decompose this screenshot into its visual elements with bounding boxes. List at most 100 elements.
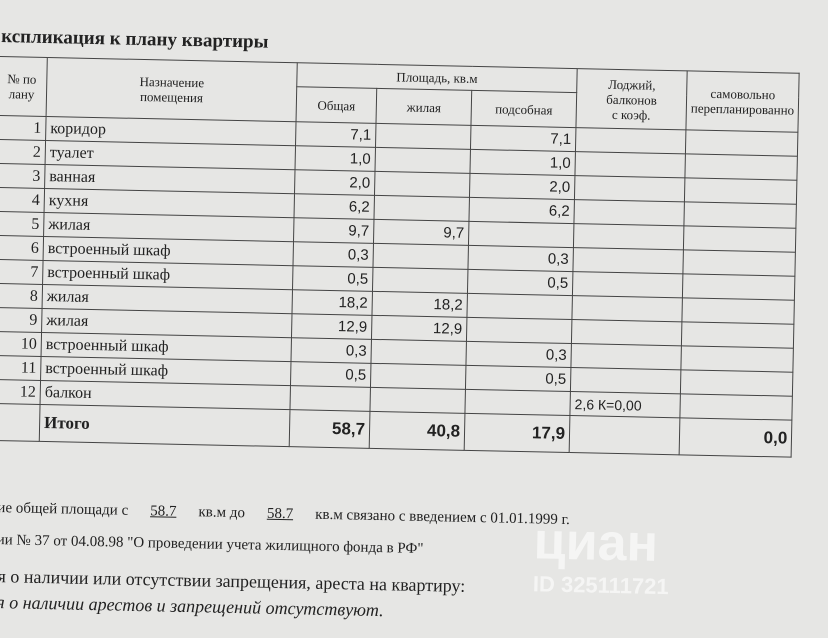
footer-line: ние общей площади с 58.7 кв.м до 58.7 кв.м с… (0, 500, 592, 530)
area-cell (375, 123, 471, 150)
area-cell: 58,7 (289, 409, 370, 449)
area-cell: 12,9 (371, 315, 467, 342)
area-cell (573, 199, 685, 226)
area-cell: 7,1 (295, 121, 376, 148)
area-cell: 0,3 (290, 337, 372, 364)
header-cell: подсобная (470, 90, 577, 128)
header-cell: Назначение помещения (46, 57, 298, 122)
row-number: 10 (0, 331, 42, 357)
row-number: 2 (0, 139, 46, 165)
area-cell (372, 267, 468, 294)
row-number: 3 (0, 163, 46, 189)
area-cell: 1,0 (295, 145, 376, 172)
area-cell: 9,7 (293, 217, 374, 244)
area-cell (681, 297, 795, 325)
area-cell: 0,5 (292, 265, 373, 292)
row-number: 7 (0, 259, 44, 285)
area-cell: 9,7 (373, 219, 469, 246)
area-cell: 0,3 (292, 241, 374, 268)
watermark-brand: циан (533, 512, 659, 573)
area-cell (369, 387, 466, 414)
footer-text: 58.7 (150, 503, 177, 520)
header-cell: самовольно перепланированно (685, 70, 800, 133)
area-cell: 18,2 (291, 289, 373, 316)
row-number (0, 403, 41, 442)
header-cell: № по лану (0, 56, 48, 117)
header-line: лану (8, 86, 35, 102)
area-cell (570, 343, 682, 370)
area-cell: 1,0 (469, 149, 576, 176)
area-cell (575, 127, 686, 154)
area-cell (374, 147, 471, 174)
area-cell: 18,2 (371, 291, 468, 318)
footer-line: ия о наличии или отсутствии запрещения, … (0, 565, 466, 596)
area-cell (682, 273, 796, 301)
area-cell (570, 367, 681, 394)
area-cell: 0,0 (679, 417, 793, 458)
room-name: Итого (39, 404, 290, 447)
area-cell: 7,1 (470, 125, 576, 152)
header-cell: Общая (296, 86, 377, 124)
area-cell: 0,5 (290, 361, 371, 388)
area-cell (464, 389, 571, 416)
footer-line: ия о наличии арестов и запрещений отсутс… (0, 591, 384, 621)
area-cell (680, 369, 794, 397)
area-cell (370, 339, 467, 366)
row-number: 5 (0, 211, 45, 237)
row-number: 9 (0, 307, 43, 333)
area-cell (572, 247, 684, 274)
row-number: 8 (0, 283, 43, 309)
area-cell (571, 295, 683, 322)
area-cell (681, 321, 795, 349)
area-cell (684, 177, 798, 205)
footer-text: 58.7 (266, 505, 294, 523)
table-body: № по лану Назначение помещения Площадь, кв.м… (0, 56, 800, 458)
row-number: 6 (0, 235, 44, 261)
footer-text: кв.м связано с введением с 01.01.1999 г. (314, 506, 571, 529)
area-cell (373, 195, 470, 222)
footer-line: ции № 37 от 04.08.98 "О проведении учета… (0, 531, 424, 557)
area-cell (574, 151, 686, 178)
row-number: 11 (0, 355, 42, 381)
explication-table: № по лану Назначение помещения Площадь, кв.м… (0, 56, 800, 458)
title: кспликация к плану квартиры (1, 26, 269, 53)
area-cell (683, 225, 797, 253)
area-cell (468, 221, 574, 248)
row-number: 4 (0, 187, 45, 213)
area-cell (372, 243, 469, 270)
area-cell (684, 153, 798, 181)
area-cell (374, 171, 470, 198)
area-cell (680, 345, 794, 373)
area-cell (466, 293, 573, 320)
area-cell (572, 271, 683, 298)
row-number: 12 (0, 379, 41, 405)
area-cell (569, 415, 680, 455)
area-cell: 0,3 (467, 245, 574, 272)
area-cell (683, 201, 797, 229)
footer-text: кв.м до (198, 504, 246, 522)
header-line: № по (7, 71, 37, 87)
area-cell (682, 249, 796, 277)
watermark: циан ID 325111721 (533, 511, 671, 600)
header-cell: жилая (375, 88, 472, 126)
area-cell (571, 319, 682, 346)
area-cell (573, 223, 684, 250)
watermark-id: ID 325111721 (532, 571, 669, 600)
area-cell (466, 317, 572, 344)
area-cell: 6,2 (294, 193, 375, 220)
area-cell: 2,6 К=0,00 (569, 391, 681, 418)
area-cell: 6,2 (468, 197, 575, 224)
area-cell: 0,5 (465, 365, 571, 392)
area-cell (685, 129, 799, 157)
row-number: 1 (0, 115, 47, 141)
area-cell: 40,8 (369, 411, 465, 451)
header-line: перепланированно (690, 100, 795, 118)
area-cell (679, 393, 793, 421)
footer-text: ние общей площади с (0, 499, 129, 519)
area-cell (574, 175, 685, 202)
header-line: с коэф. (611, 106, 651, 123)
area-cell: 0,3 (465, 341, 572, 368)
area-cell (289, 385, 371, 412)
